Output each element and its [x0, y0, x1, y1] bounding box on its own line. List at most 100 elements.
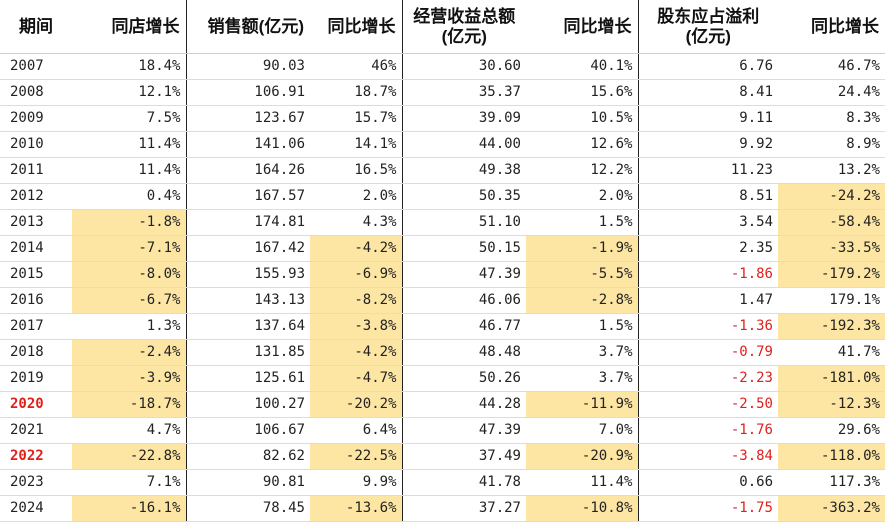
cell-sales[interactable]: 106.67 — [186, 417, 310, 444]
cell-sales[interactable]: 90.81 — [186, 469, 310, 496]
cell-sales-yoy[interactable]: 16.5% — [310, 157, 403, 184]
cell-period[interactable]: 2017 — [0, 313, 72, 340]
cell-sales[interactable]: 141.06 — [186, 131, 310, 158]
cell-revenue[interactable]: 35.37 — [402, 79, 526, 106]
cell-revenue-yoy[interactable]: 3.7% — [526, 365, 639, 392]
cell-revenue[interactable]: 47.39 — [402, 261, 526, 288]
cell-profit-yoy[interactable]: -181.0% — [778, 365, 885, 392]
cell-sales-yoy[interactable]: 2.0% — [310, 183, 403, 210]
cell-sales-yoy[interactable]: 4.3% — [310, 209, 403, 236]
cell-sales-yoy[interactable]: -6.9% — [310, 261, 403, 288]
cell-sales[interactable]: 167.42 — [186, 235, 310, 262]
cell-sales-yoy[interactable]: 46% — [310, 53, 403, 80]
cell-period[interactable]: 2012 — [0, 183, 72, 210]
cell-same-store[interactable]: 11.4% — [72, 157, 187, 184]
cell-revenue-yoy[interactable]: -2.8% — [526, 287, 639, 314]
cell-same-store[interactable]: -7.1% — [72, 235, 187, 262]
cell-revenue[interactable]: 30.60 — [402, 53, 526, 80]
cell-profit-yoy[interactable]: -363.2% — [778, 495, 885, 522]
cell-profit[interactable]: 11.23 — [638, 157, 778, 184]
cell-sales[interactable]: 123.67 — [186, 105, 310, 132]
cell-revenue[interactable]: 37.27 — [402, 495, 526, 522]
cell-period[interactable]: 2024 — [0, 495, 72, 522]
cell-revenue[interactable]: 44.00 — [402, 131, 526, 158]
cell-sales-yoy[interactable]: -13.6% — [310, 495, 403, 522]
cell-period[interactable]: 2019 — [0, 365, 72, 392]
cell-revenue[interactable]: 49.38 — [402, 157, 526, 184]
cell-profit[interactable]: 2.35 — [638, 235, 778, 262]
cell-sales-yoy[interactable]: 18.7% — [310, 79, 403, 106]
cell-profit[interactable]: -1.86 — [638, 261, 778, 288]
cell-sales-yoy[interactable]: 14.1% — [310, 131, 403, 158]
cell-period[interactable]: 2015 — [0, 261, 72, 288]
cell-same-store[interactable]: 7.5% — [72, 105, 187, 132]
cell-period[interactable]: 2018 — [0, 339, 72, 366]
cell-sales[interactable]: 106.91 — [186, 79, 310, 106]
cell-profit[interactable]: -2.23 — [638, 365, 778, 392]
cell-revenue[interactable]: 46.77 — [402, 313, 526, 340]
cell-period[interactable]: 2010 — [0, 131, 72, 158]
cell-same-store[interactable]: -8.0% — [72, 261, 187, 288]
cell-profit-yoy[interactable]: 8.9% — [778, 131, 885, 158]
cell-sales[interactable]: 100.27 — [186, 391, 310, 418]
cell-same-store[interactable]: -1.8% — [72, 209, 187, 236]
cell-sales-yoy[interactable]: -3.8% — [310, 313, 403, 340]
cell-revenue-yoy[interactable]: 15.6% — [526, 79, 639, 106]
cell-profit[interactable]: 3.54 — [638, 209, 778, 236]
cell-revenue-yoy[interactable]: 2.0% — [526, 183, 639, 210]
cell-period[interactable]: 2013 — [0, 209, 72, 236]
cell-profit[interactable]: 1.47 — [638, 287, 778, 314]
cell-sales-yoy[interactable]: 6.4% — [310, 417, 403, 444]
cell-same-store[interactable]: -16.1% — [72, 495, 187, 522]
cell-sales[interactable]: 78.45 — [186, 495, 310, 522]
cell-period[interactable]: 2007 — [0, 53, 72, 80]
cell-revenue[interactable]: 46.06 — [402, 287, 526, 314]
cell-profit[interactable]: -1.36 — [638, 313, 778, 340]
cell-profit-yoy[interactable]: 29.6% — [778, 417, 885, 444]
cell-profit-yoy[interactable]: 117.3% — [778, 469, 885, 496]
cell-revenue[interactable]: 44.28 — [402, 391, 526, 418]
cell-profit-yoy[interactable]: 46.7% — [778, 53, 885, 80]
cell-sales-yoy[interactable]: -22.5% — [310, 443, 403, 470]
cell-revenue-yoy[interactable]: 40.1% — [526, 53, 639, 80]
cell-profit[interactable]: 9.11 — [638, 105, 778, 132]
cell-revenue-yoy[interactable]: -11.9% — [526, 391, 639, 418]
cell-revenue[interactable]: 50.35 — [402, 183, 526, 210]
cell-profit[interactable]: 0.66 — [638, 469, 778, 496]
cell-period[interactable]: 2009 — [0, 105, 72, 132]
cell-revenue-yoy[interactable]: -20.9% — [526, 443, 639, 470]
cell-revenue-yoy[interactable]: 1.5% — [526, 209, 639, 236]
cell-period[interactable]: 2021 — [0, 417, 72, 444]
cell-revenue[interactable]: 39.09 — [402, 105, 526, 132]
cell-revenue[interactable]: 50.15 — [402, 235, 526, 262]
cell-period[interactable]: 2023 — [0, 469, 72, 496]
cell-same-store[interactable]: 18.4% — [72, 53, 187, 80]
cell-profit-yoy[interactable]: -12.3% — [778, 391, 885, 418]
cell-profit-yoy[interactable]: 24.4% — [778, 79, 885, 106]
cell-same-store[interactable]: 0.4% — [72, 183, 187, 210]
cell-revenue-yoy[interactable]: 11.4% — [526, 469, 639, 496]
cell-profit-yoy[interactable]: 8.3% — [778, 105, 885, 132]
cell-revenue-yoy[interactable]: -1.9% — [526, 235, 639, 262]
cell-profit[interactable]: 9.92 — [638, 131, 778, 158]
cell-sales[interactable]: 143.13 — [186, 287, 310, 314]
cell-same-store[interactable]: -18.7% — [72, 391, 187, 418]
cell-period[interactable]: 2022 — [0, 443, 72, 470]
cell-sales-yoy[interactable]: -4.7% — [310, 365, 403, 392]
cell-sales[interactable]: 131.85 — [186, 339, 310, 366]
cell-period[interactable]: 2014 — [0, 235, 72, 262]
cell-same-store[interactable]: 1.3% — [72, 313, 187, 340]
cell-period[interactable]: 2011 — [0, 157, 72, 184]
cell-profit-yoy[interactable]: 41.7% — [778, 339, 885, 366]
cell-sales-yoy[interactable]: 15.7% — [310, 105, 403, 132]
cell-profit-yoy[interactable]: -118.0% — [778, 443, 885, 470]
cell-sales-yoy[interactable]: -20.2% — [310, 391, 403, 418]
cell-same-store[interactable]: -22.8% — [72, 443, 187, 470]
cell-profit[interactable]: -1.76 — [638, 417, 778, 444]
cell-revenue-yoy[interactable]: 12.2% — [526, 157, 639, 184]
cell-sales-yoy[interactable]: -4.2% — [310, 235, 403, 262]
cell-period[interactable]: 2016 — [0, 287, 72, 314]
cell-profit[interactable]: 8.51 — [638, 183, 778, 210]
cell-revenue[interactable]: 41.78 — [402, 469, 526, 496]
cell-same-store[interactable]: 4.7% — [72, 417, 187, 444]
